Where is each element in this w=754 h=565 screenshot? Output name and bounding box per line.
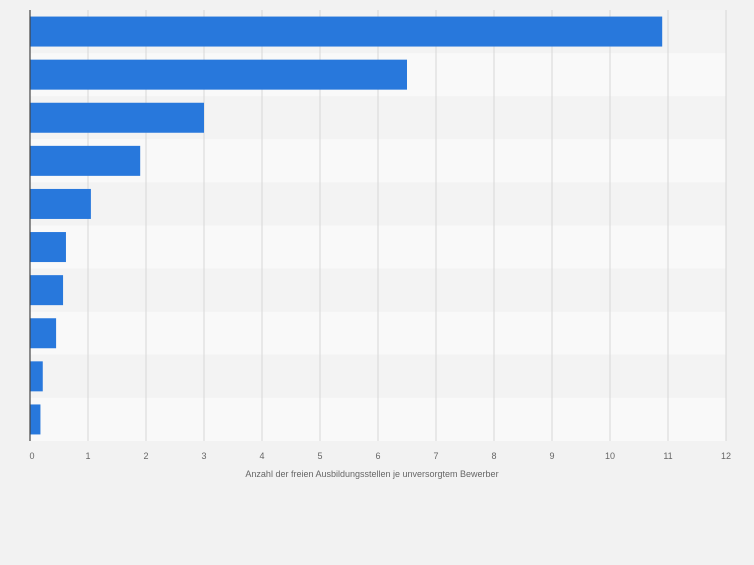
- bar: [30, 188, 91, 219]
- x-tick-label: 8: [491, 451, 496, 461]
- x-tick-label: 9: [549, 451, 554, 461]
- x-tick-label: 0: [29, 451, 34, 461]
- bar-series: [30, 16, 663, 435]
- x-tick-label: 5: [317, 451, 322, 461]
- bar: [30, 275, 64, 306]
- x-tick-label: 6: [375, 451, 380, 461]
- x-axis-title: Anzahl der freien Ausbildungsstellen je …: [245, 469, 498, 479]
- x-tick-label: 3: [201, 451, 206, 461]
- bar: [30, 16, 663, 47]
- x-tick-label: 11: [663, 451, 672, 461]
- x-tick-label: 2: [143, 451, 148, 461]
- x-tick-label: 1: [85, 451, 90, 461]
- bar: [30, 404, 41, 435]
- bar: [30, 145, 141, 176]
- bar: [30, 318, 57, 349]
- bar: [30, 102, 204, 133]
- bar: [30, 59, 407, 90]
- bar: [30, 361, 43, 392]
- bar: [30, 232, 66, 263]
- x-tick-label: 7: [433, 451, 438, 461]
- x-tick-label: 4: [259, 451, 264, 461]
- x-tick-labels: 0 1 2 3 4 5 6 7 8 9 10 11 12: [29, 451, 731, 461]
- x-tick-label: 12: [721, 451, 731, 461]
- x-tick-label: 10: [605, 451, 615, 461]
